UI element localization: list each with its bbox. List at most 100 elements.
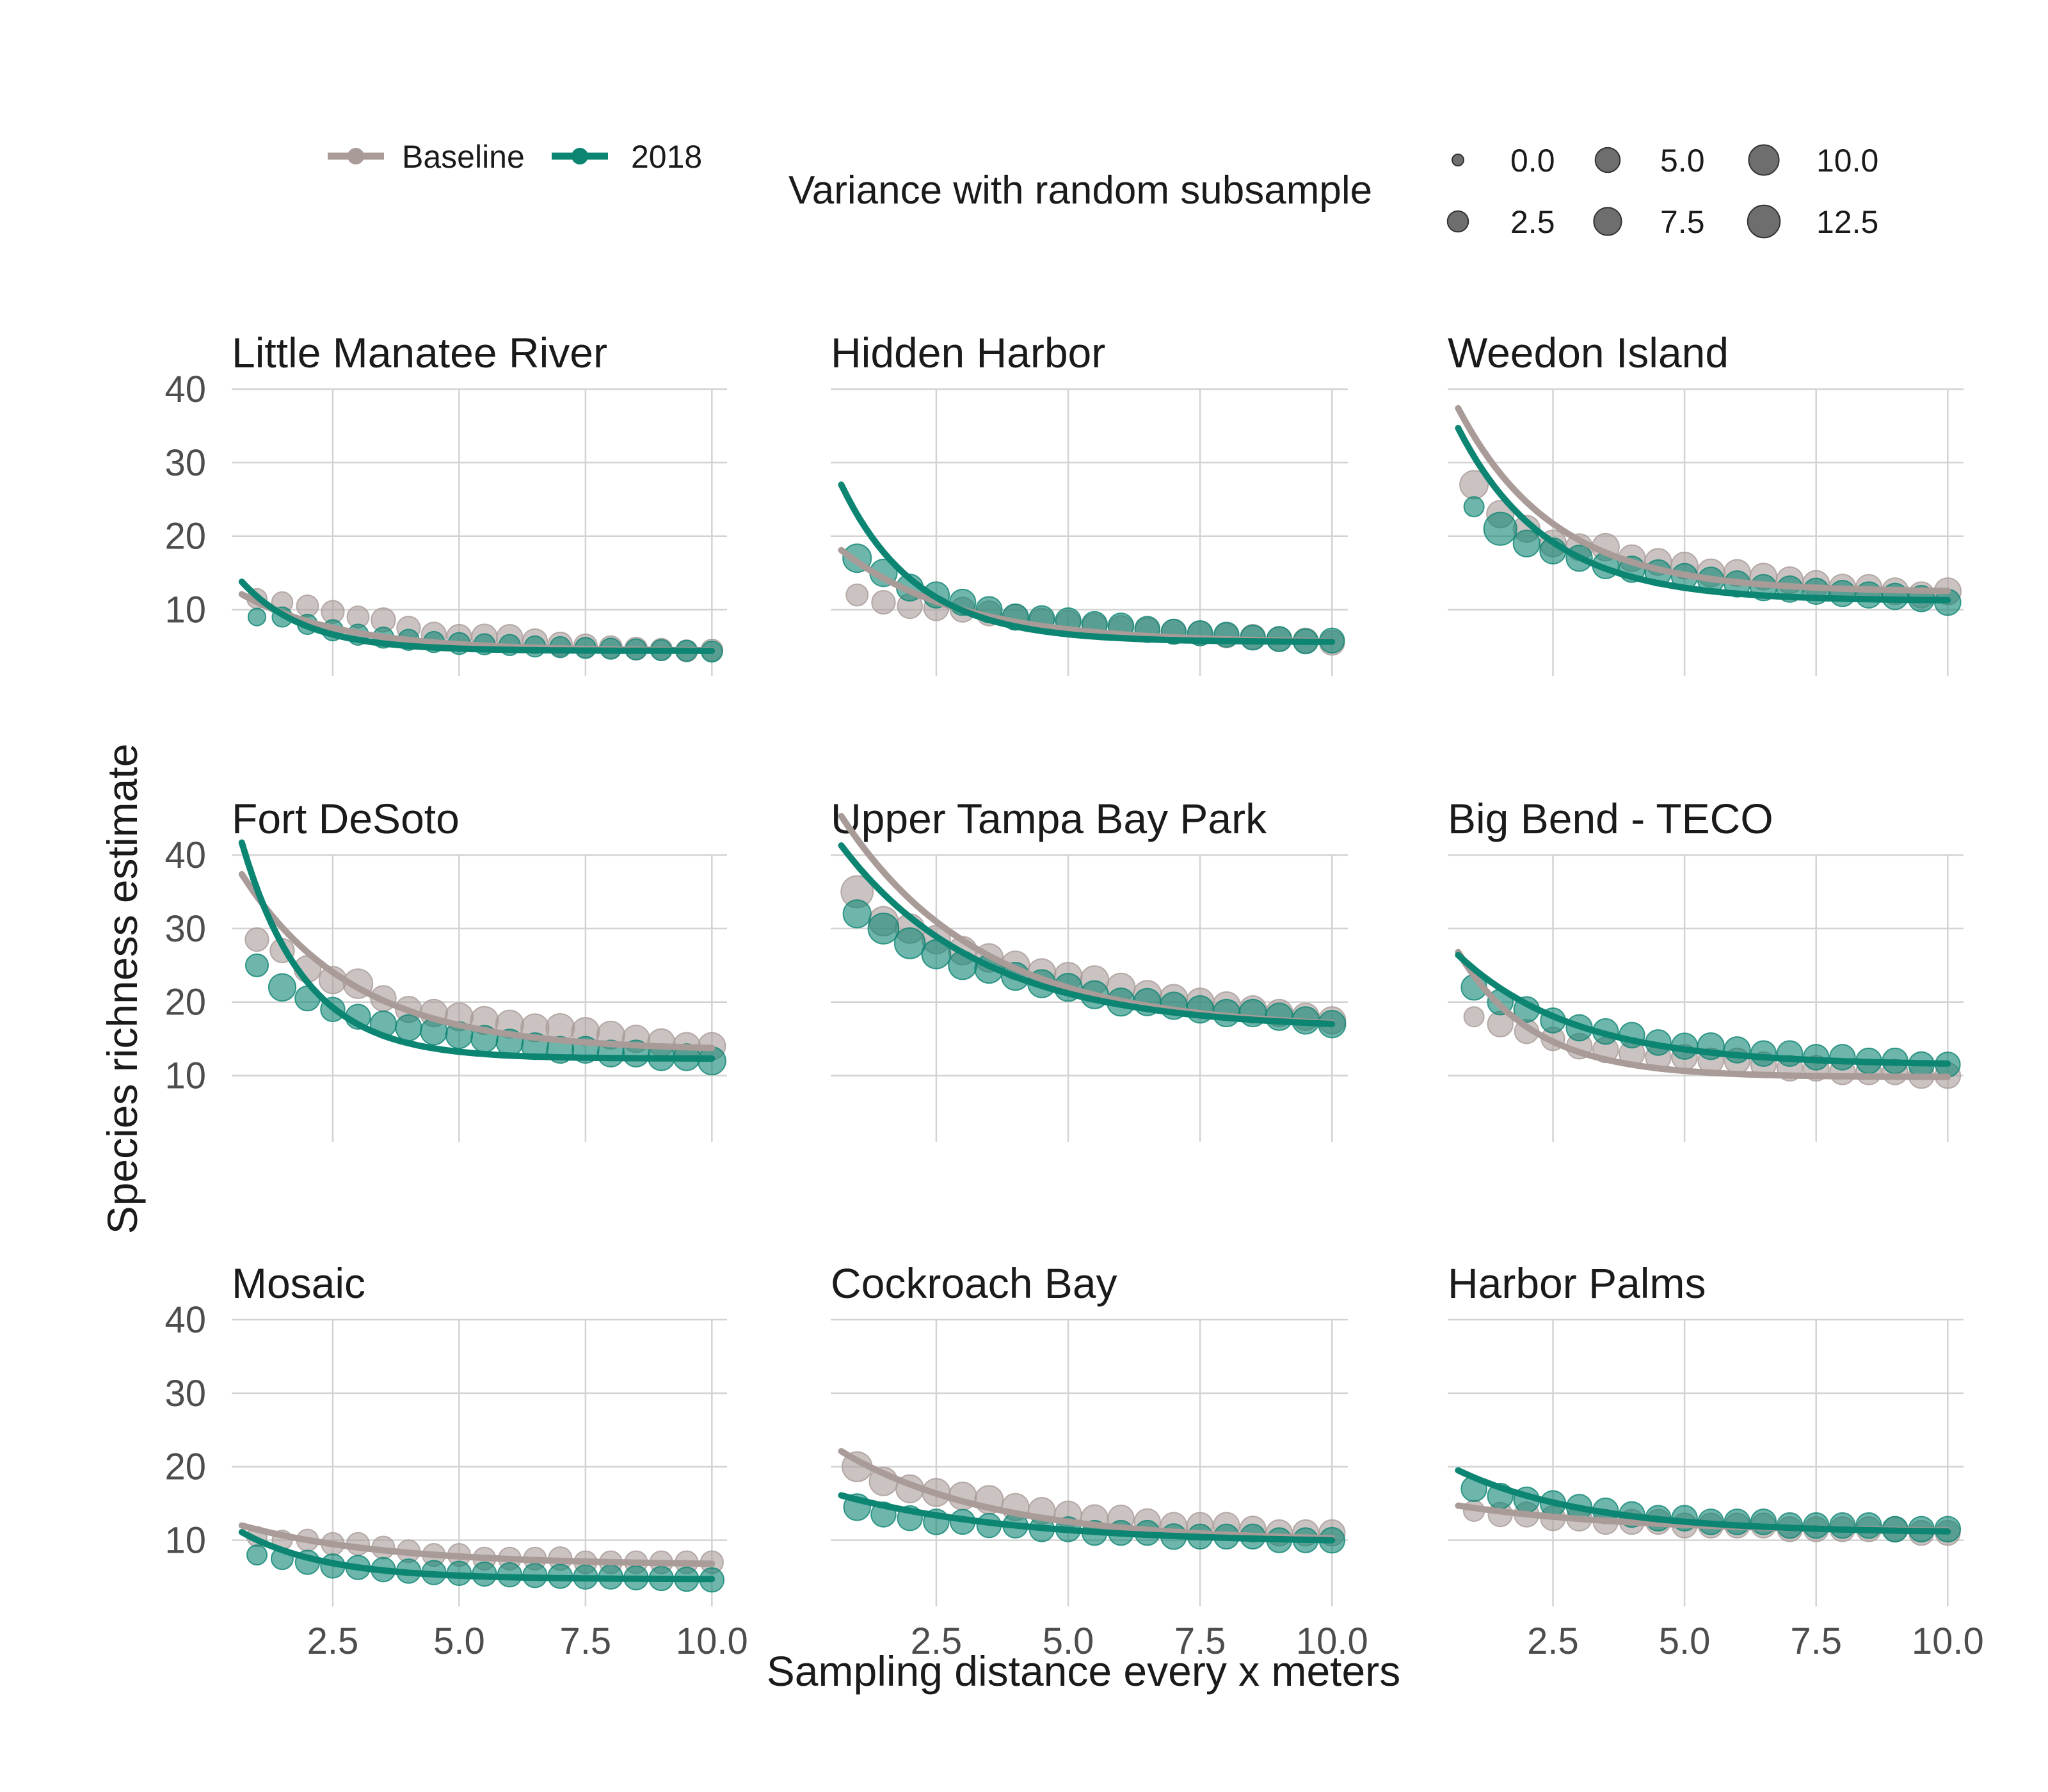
point-2018 [268,973,297,1002]
y-tick-label: 40 [164,1299,206,1341]
legend-2018-key: 2018 [552,139,702,175]
fit-line-baseline [1455,404,1951,595]
legend-baseline-dot [348,148,364,164]
facet-title: Harbor Palms [1448,1260,1706,1307]
size-legend-key: 12.5 [1747,204,1878,240]
x-tick-label: 2.5 [1527,1620,1579,1662]
x-tick-label: 2.5 [307,1620,359,1662]
fit-line-baseline [238,1522,716,1567]
size-legend-circle [1748,144,1780,176]
facet-title: Hidden Harbor [831,329,1105,376]
size-legend-keys: 0.0 5.0 10.0 2.5 7.5 12.5 [1446,143,1878,240]
facet-harbor-palms: Harbor Palms 2.5 5.0 7.5 10.0 [1448,1260,1984,1662]
point-2018 [893,927,926,959]
facet-title: Big Bend - TECO [1448,795,1773,842]
fit-line-2018 [238,579,716,654]
x-tick-label: 10.0 [1296,1620,1368,1662]
facet-panels: Little Manatee River 10 20 30 40 Hidden Harbo… [164,329,1983,1662]
x-tick-label: 10.0 [676,1620,748,1662]
point-baseline [871,589,896,615]
size-legend-circle [1594,147,1621,173]
fit-line-2018 [1455,1467,1951,1535]
x-tick-label: 10.0 [1912,1620,1984,1662]
size-legend-circle [1452,154,1464,166]
facet-title: Mosaic [232,1260,365,1307]
x-axis-title: Sampling distance every x meters [767,1647,1400,1695]
size-legend-circle [1593,207,1622,236]
facet-fort-desoto: Fort DeSoto 10 20 30 40 [164,795,727,1142]
facet-cockroach-bay: Cockroach Bay 2.5 5.0 7.5 10.0 [831,1260,1368,1662]
size-legend-key: 7.5 [1593,204,1705,240]
point-baseline [296,594,319,618]
point-2018 [247,607,267,627]
fit-line-2018 [838,842,1336,1027]
facet-title: Cockroach Bay [831,1260,1117,1307]
point-baseline [244,927,269,952]
point-2018 [244,953,269,977]
facet-mosaic: Mosaic 10 20 30 40 2.5 5.0 7.5 10.0 [164,1260,748,1662]
y-tick-label: 20 [164,516,206,557]
y-tick-label: 40 [164,835,206,876]
y-tick-label: 30 [164,442,206,484]
legend-baseline-key: Baseline [328,139,525,175]
y-tick-label: 30 [164,1373,206,1414]
point-2018 [1483,511,1517,546]
y-tick-label: 10 [164,1520,206,1562]
fit-line-2018 [838,1492,1336,1544]
y-axis-title: Species richness estimate [99,744,146,1235]
point-2018 [1829,1512,1856,1539]
size-legend-label: 5.0 [1660,143,1705,179]
size-legend-circle [1747,204,1781,239]
size-legend-label: 7.5 [1660,204,1705,240]
fit-line-baseline [1455,948,1951,1080]
facet-big-bend-teco: Big Bend - TECO [1448,795,1964,1142]
x-tick-label: 5.0 [433,1620,485,1662]
facet-hidden-harbor: Hidden Harbor [831,329,1348,676]
facet-weedon-island: Weedon Island [1448,329,1964,676]
legend-baseline-label: Baseline [402,139,525,175]
point-2018 [1512,529,1541,557]
size-legend-label: 2.5 [1510,204,1555,240]
size-legend-key: 10.0 [1748,143,1878,179]
fit-line-baseline [238,870,716,1052]
x-tick-label: 7.5 [1790,1620,1842,1662]
y-tick-label: 10 [164,1055,206,1097]
y-tick-label: 10 [164,589,206,631]
size-legend-title: Variance with random subsample [788,168,1372,212]
x-tick-label: 7.5 [560,1620,612,1662]
fit-line-2018 [238,839,716,1062]
fit-line-2018 [238,1529,716,1583]
facet-title: Little Manatee River [232,329,607,376]
series-legend: Baseline 2018 [328,139,702,175]
point-2018 [1463,496,1485,518]
size-legend: Variance with random subsample 0.0 5.0 10.… [788,143,1878,240]
point-2018 [842,899,872,929]
x-tick-label: 5.0 [1659,1620,1711,1662]
y-tick-label: 20 [164,982,206,1023]
facet-title: Fort DeSoto [232,795,460,842]
point-2018 [1855,581,1883,609]
legend-2018-label: 2018 [631,139,702,175]
y-tick-label: 30 [164,908,206,950]
facet-upper-tampa-bay-park: Upper Tampa Bay Park [831,795,1348,1142]
point-2018 [395,1014,422,1042]
point-2018 [246,1544,268,1566]
point-2018 [867,912,900,945]
size-legend-label: 10.0 [1816,143,1878,179]
point-baseline [1463,1006,1485,1028]
size-legend-key: 0.0 [1452,143,1555,179]
size-legend-key: 5.0 [1594,143,1705,179]
point-2018 [1829,1044,1856,1071]
x-tick-label: 5.0 [1043,1620,1094,1662]
size-legend-label: 12.5 [1816,204,1878,240]
y-tick-label: 40 [164,369,206,410]
facet-title: Weedon Island [1448,329,1729,376]
size-legend-circle [1446,210,1469,233]
size-legend-key: 2.5 [1446,204,1555,240]
point-2018 [1855,1512,1882,1539]
x-tick-label: 2.5 [911,1620,963,1662]
fit-line-2018 [838,481,1336,645]
facet-little-manatee-river: Little Manatee River 10 20 30 40 [164,329,727,676]
legend-2018-dot [572,148,588,164]
